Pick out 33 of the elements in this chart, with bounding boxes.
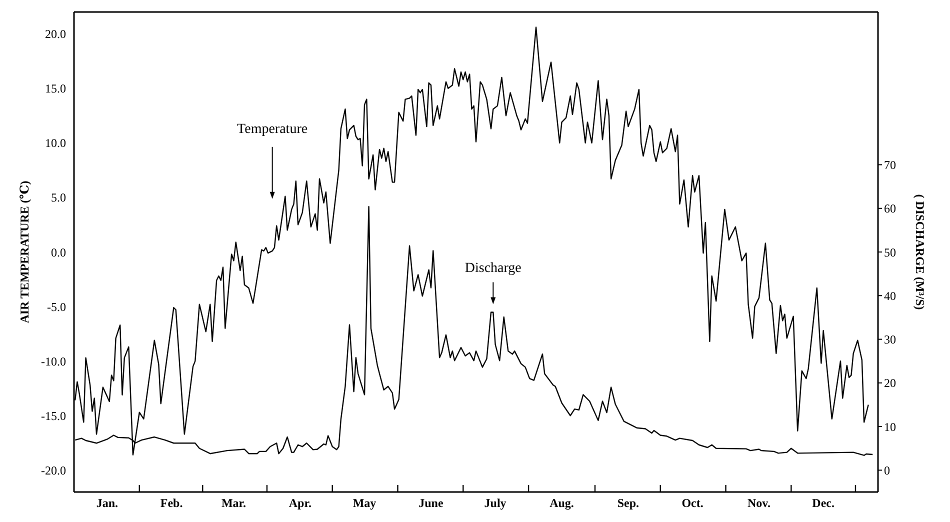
x-tick-label: Mar. [221,496,246,510]
y2-tick-label: 40 [884,288,896,303]
y-axis-title: AIR TEMPERATURE (℃) [17,180,32,324]
y2-tick-label: 70 [884,158,896,172]
y-tick-label: -5.0 [47,300,66,314]
y-tick-label: -15.0 [41,408,66,423]
y-tick-label: 0.0 [51,245,66,260]
y2-axis-title: ( DISCHARGE (M³/S) [912,194,927,310]
x-tick-label: Nov. [748,496,771,510]
y2-tick-label: 50 [884,245,896,260]
y2-tick-label: 60 [884,202,896,216]
y2-tick-label: 30 [884,332,896,347]
y2-tick-label: 10 [884,420,896,434]
text: Temperature [237,122,308,137]
x-tick-label: Sep. [617,496,640,510]
x-tick-label: Jan. [96,496,118,510]
y-tick-label: 20.0 [45,27,66,42]
x-tick-label: June [418,496,444,510]
y2-tick-label: 0 [884,463,890,478]
y-tick-label: 5.0 [51,190,66,205]
x-tick-label: Apr. [288,496,312,510]
text: Discharge [464,261,522,276]
y-tick-label: -20.0 [41,463,66,478]
x-tick-label: Dec. [812,496,834,510]
x-tick-label: Feb. [160,496,183,510]
x-tick-label: July [484,496,506,510]
x-tick-label: Oct. [682,496,704,510]
y2-tick-label: 20 [884,376,896,390]
x-tick-label: Aug. [550,496,574,510]
y-tick-label: -10.0 [41,354,66,368]
y-tick-label: 15.0 [45,82,66,96]
y-tick-label: 10.0 [45,136,66,150]
x-tick-label: May [352,496,376,510]
